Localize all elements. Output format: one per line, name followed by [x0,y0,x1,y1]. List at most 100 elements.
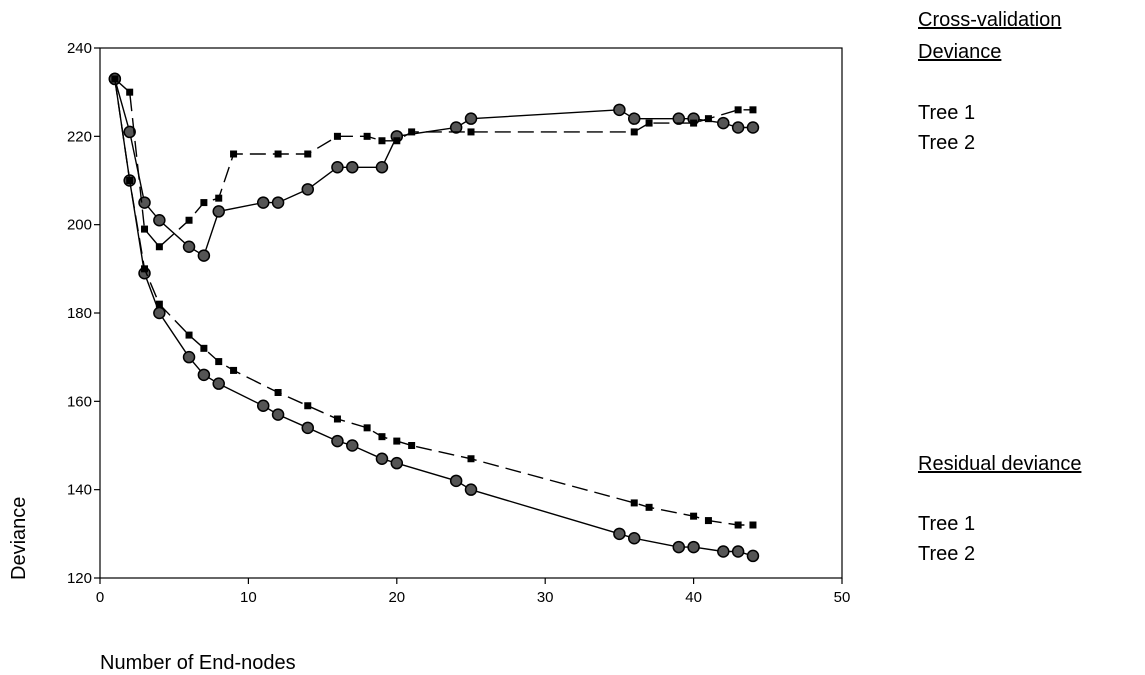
data-point-circle [256,399,270,412]
data-point-square [749,106,757,114]
data-point-circle [182,240,196,253]
series-line-3 [114,78,754,557]
y-tick-label: 120 [67,570,92,587]
data-point-circle [746,549,760,563]
data-point-circle [627,532,641,545]
data-point-square [378,433,386,441]
data-point-square [749,521,757,529]
data-point-square [141,225,149,233]
data-point-square [734,521,742,529]
data-point-square [734,106,742,114]
data-point-circle [390,456,404,470]
data-point-square [274,389,282,396]
data-point-circle [346,161,359,174]
y-tick-label: 200 [67,217,92,234]
rd-legend-heading: Residual deviance [918,453,1082,475]
data-point-circle [464,483,478,496]
data-point-circle [212,377,225,390]
data-point-square [630,499,638,507]
rd-legend-tree2: Tree 2 [918,543,976,565]
data-point-square [230,366,238,374]
data-point-square [467,455,475,463]
y-tick-label: 240 [67,40,92,57]
y-tick-label: 160 [67,393,92,410]
data-point-square [304,150,312,158]
data-point-circle [746,121,760,134]
y-tick-label: 180 [67,305,92,322]
data-point-circle [717,545,730,558]
x-tick-label: 30 [537,589,554,606]
data-point-square [704,517,712,525]
data-point-square [408,442,416,449]
data-point-square [363,132,371,140]
data-point-square [185,216,193,224]
data-point-circle [672,112,686,125]
x-tick-label: 20 [388,589,405,606]
data-point-circle [627,112,641,125]
series-line-2 [114,78,753,248]
data-point-circle [672,540,686,554]
plot-frame [99,47,843,579]
data-point-square [141,265,149,273]
cv-legend-heading-line1: Cross-validation [918,9,1062,31]
data-point-square [393,437,401,445]
y-tick-label: 140 [67,482,92,499]
data-point-circle [346,439,359,452]
data-point-square [126,177,134,184]
y-axis-label: Deviance [8,496,30,580]
data-point-square [393,137,401,145]
data-point-square [185,331,193,339]
data-point-circle [449,121,463,134]
data-point-square [645,119,653,127]
data-point-square [200,344,208,352]
data-point-circle [212,205,225,218]
data-point-square [690,512,698,520]
x-tick-label: 50 [834,589,851,606]
series-line-4 [114,78,753,526]
data-point-square [274,150,282,158]
data-point-square [215,194,223,202]
data-point-square [333,415,341,423]
cv-legend-heading-line2: Deviance [918,41,1002,63]
data-point-circle [256,196,270,209]
data-point-square [690,119,698,127]
data-point-circle [375,161,389,174]
data-point-square [111,75,119,83]
data-point-circle [271,408,285,421]
data-point-square [630,128,638,136]
data-point-square [408,128,416,136]
data-point-circle [271,196,285,209]
data-point-circle [731,121,745,134]
x-tick-label: 40 [685,589,702,606]
data-point-circle [464,112,478,125]
data-point-circle [301,421,315,435]
data-point-square [200,199,208,207]
data-point-circle [613,103,626,117]
data-point-square [378,137,386,145]
data-point-square [333,132,341,140]
data-point-circle [301,183,315,196]
data-point-circle [731,545,745,558]
rd-legend-tree1: Tree 1 [918,513,976,535]
data-point-circle [331,434,344,448]
x-tick-label: 10 [240,589,257,606]
data-point-square [155,243,163,251]
data-point-circle [449,474,463,488]
cv-legend-tree1: Tree 1 [918,102,976,124]
x-axis-label: Number of End-nodes [100,652,296,674]
data-point-square [645,503,653,511]
cv-legend-tree2: Tree 2 [918,132,976,154]
data-point-circle [613,527,626,541]
data-point-square [363,424,371,432]
data-point-circle [123,125,136,139]
data-point-square [304,402,312,410]
data-point-circle [375,452,389,465]
data-point-circle [331,161,344,174]
data-point-square [215,358,223,366]
series-line-1 [114,78,753,257]
data-point-square [230,150,238,158]
data-point-square [155,300,163,308]
data-point-square [704,115,712,123]
data-point-circle [717,116,730,130]
